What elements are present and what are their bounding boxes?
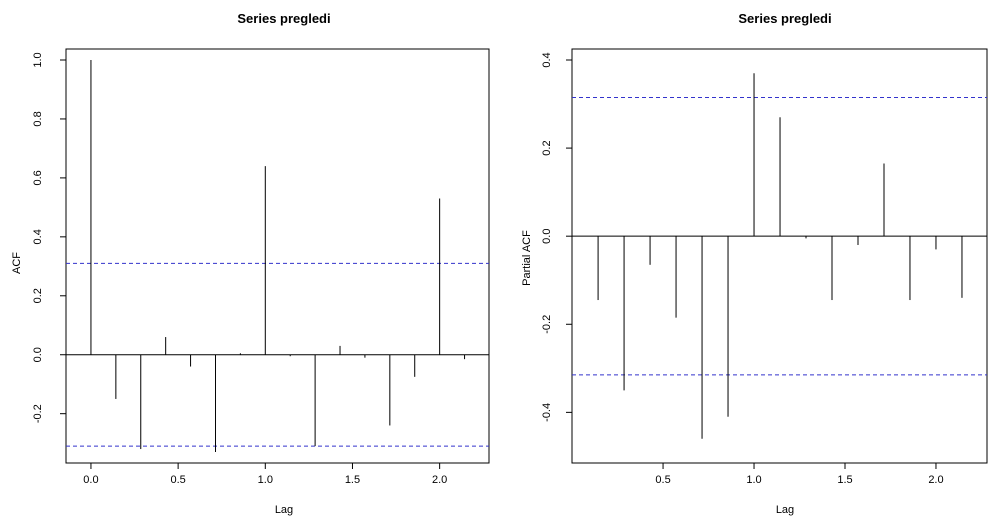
acf-ytick-label: 0.4 <box>32 229 44 244</box>
pacf-ytick-label: -0.4 <box>541 403 553 422</box>
pacf-marks: 0.5 1.0 1.5 2.0 -0.4 -0.2 0.0 0.2 0.4 <box>541 48 988 486</box>
pacf-ytick-label: -0.2 <box>541 315 553 334</box>
acf-xlabel: Lag <box>275 504 293 516</box>
pacf-panel: Series pregledi Lag Partial ACF 0.5 1.0 1.… <box>521 11 988 516</box>
acf-ytick-label: 0.2 <box>32 288 44 303</box>
acf-xtick-label: 1.0 <box>258 474 273 486</box>
acf-ytick-label: 0.0 <box>32 347 44 362</box>
acf-ylabel: ACF <box>11 252 23 274</box>
pacf-ytick-label: 0.4 <box>541 52 553 67</box>
pacf-title: Series pregledi <box>738 11 831 26</box>
pacf-xtick-label: 1.0 <box>746 474 761 486</box>
acf-xtick-label: 0.5 <box>170 474 185 486</box>
acf-panel: Series pregledi Lag ACF 0.0 0.5 1.0 1.5 2.0 -… <box>11 11 490 516</box>
pacf-ytick-label: 0.2 <box>541 140 553 155</box>
acf-plot-frame <box>65 48 490 464</box>
acf-xtick-label: 1.5 <box>345 474 360 486</box>
acf-ytick-label: 1.0 <box>32 52 44 67</box>
pacf-xlabel: Lag <box>776 504 794 516</box>
acf-xtick-label: 2.0 <box>432 474 447 486</box>
acf-ytick-label: -0.2 <box>32 404 44 423</box>
acf-ytick-label: 0.6 <box>32 170 44 185</box>
pacf-xtick-label: 2.0 <box>928 474 943 486</box>
pacf-xtick-label: 0.5 <box>655 474 670 486</box>
pacf-ylabel: Partial ACF <box>521 230 533 286</box>
acf-ytick-label: 0.8 <box>32 111 44 126</box>
acf-xtick-label: 0.0 <box>83 474 98 486</box>
pacf-xtick-label: 1.5 <box>837 474 852 486</box>
acf-title: Series pregledi <box>237 11 330 26</box>
pacf-ytick-label: 0.0 <box>541 229 553 244</box>
pacf-plot-frame <box>571 48 988 464</box>
acf-marks: 0.0 0.5 1.0 1.5 2.0 -0.2 0.0 0.2 0.4 0.6 0.8 1.0 <box>32 48 490 486</box>
